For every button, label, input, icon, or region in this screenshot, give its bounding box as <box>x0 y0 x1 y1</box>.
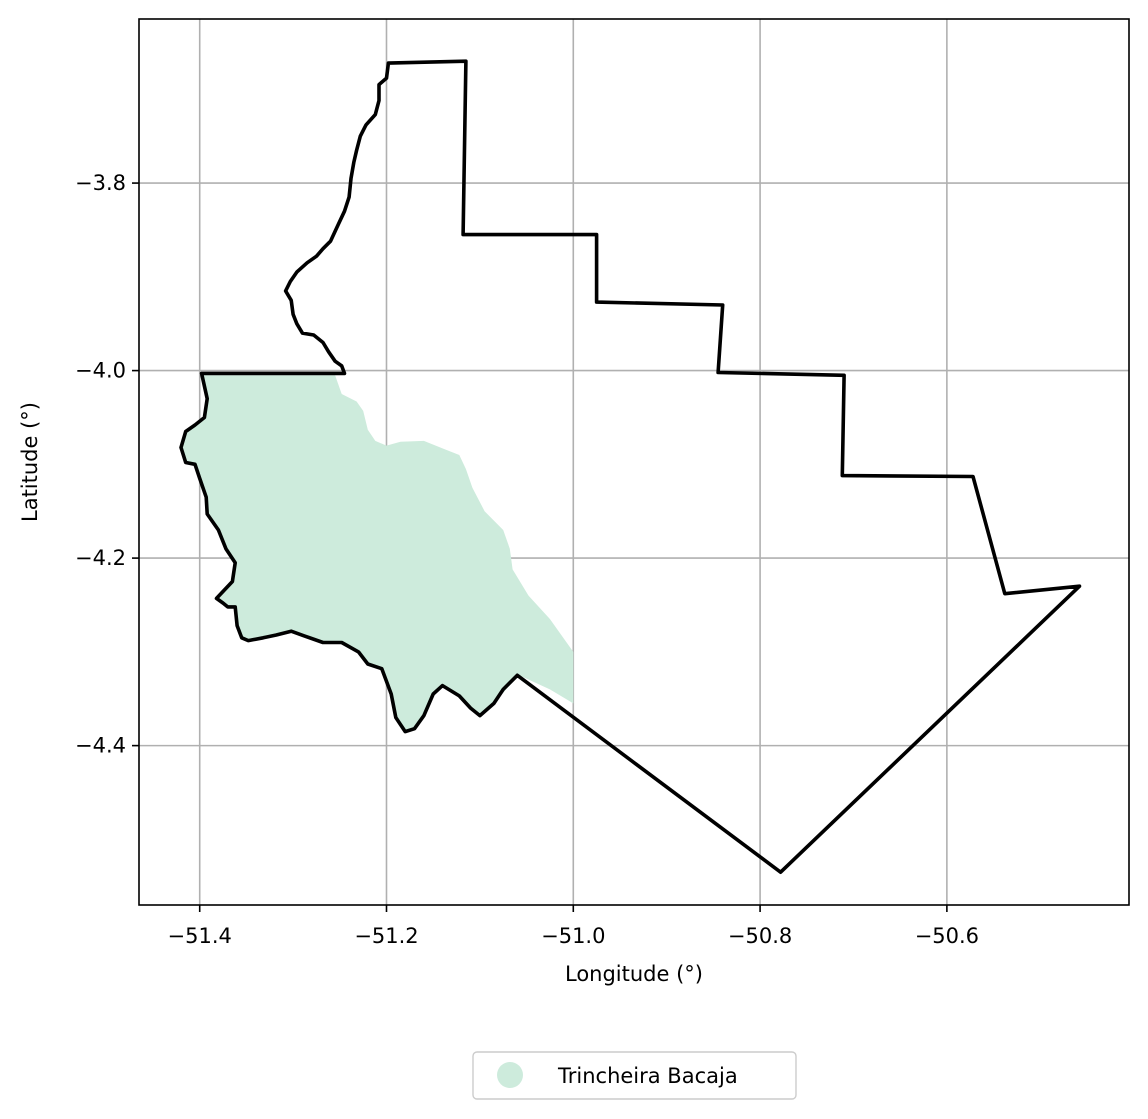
x-tick-label: −51.0 <box>541 924 605 948</box>
x-tick-label: −50.6 <box>915 924 979 948</box>
y-axis-ticks: −3.8 −4.0 −4.2 −4.4 <box>75 171 139 758</box>
map-layers <box>179 59 1082 875</box>
plot-frame <box>138 18 1130 906</box>
x-axis-ticks: −51.4 −51.2 −51.0 −50.8 −50.6 <box>168 905 979 948</box>
grid-lines <box>139 19 1129 905</box>
legend: Trincheira Bacaja <box>472 1051 797 1100</box>
legend-swatch-trincheira-bacaja <box>497 1062 523 1088</box>
y-tick-label: −4.0 <box>75 359 126 383</box>
legend-box <box>472 1051 797 1100</box>
y-tick-label: −3.8 <box>75 171 126 195</box>
y-tick-label: −4.2 <box>75 546 126 570</box>
boundary-outline <box>179 59 1082 875</box>
y-tick-label: −4.4 <box>75 734 126 758</box>
legend-label-trincheira-bacaja: Trincheira Bacaja <box>557 1064 738 1088</box>
x-tick-label: −51.2 <box>354 924 418 948</box>
x-axis-label: Longitude (°) <box>565 962 703 986</box>
territory-trincheira-bacaja <box>181 375 574 732</box>
y-axis-label: Latitude (°) <box>18 402 42 522</box>
x-tick-label: −51.4 <box>168 924 232 948</box>
x-tick-label: −50.8 <box>728 924 792 948</box>
